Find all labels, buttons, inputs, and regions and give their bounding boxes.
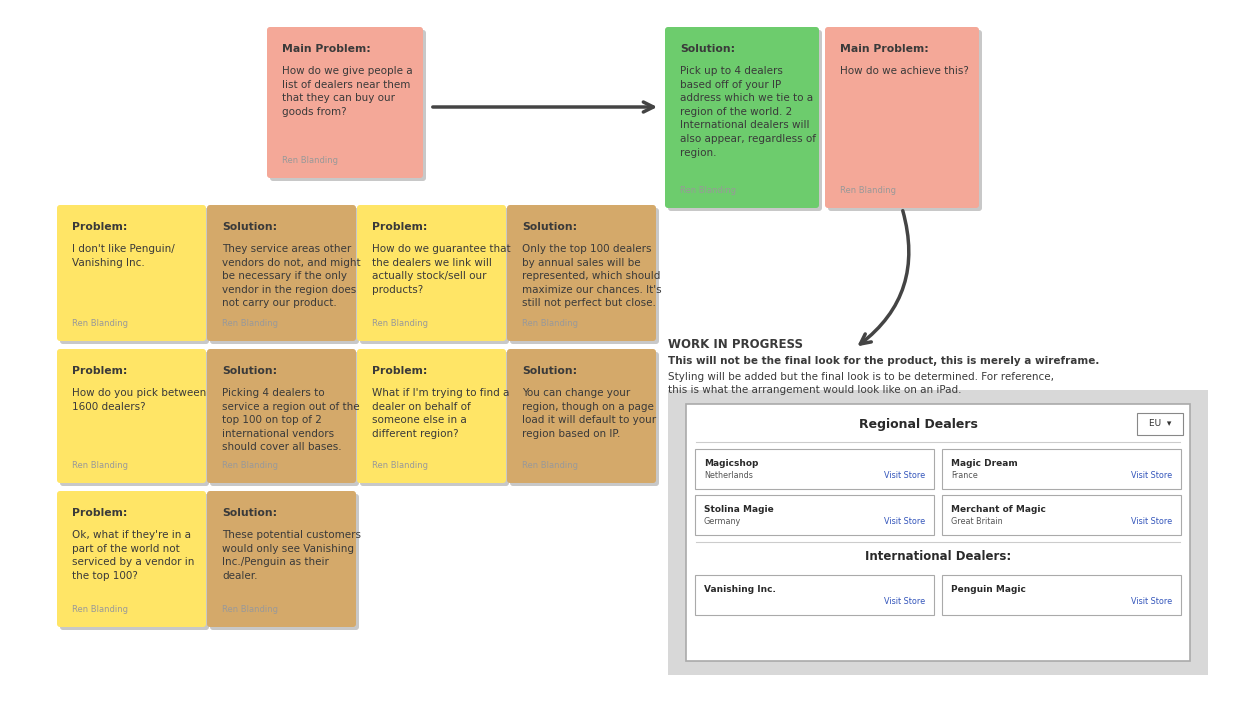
FancyBboxPatch shape [267, 27, 423, 178]
FancyBboxPatch shape [357, 205, 506, 341]
Text: Ren Blanding: Ren Blanding [221, 461, 277, 470]
Text: Solution:: Solution: [221, 222, 277, 232]
Text: Only the top 100 dealers
by annual sales will be
represented, which should
maxim: Only the top 100 dealers by annual sales… [522, 244, 662, 309]
FancyBboxPatch shape [508, 205, 656, 341]
Text: Regional Dealers: Regional Dealers [858, 418, 978, 431]
Text: What if I'm trying to find a
dealer on behalf of
someone else in a
different reg: What if I'm trying to find a dealer on b… [372, 388, 509, 439]
FancyBboxPatch shape [825, 27, 979, 208]
Text: Ren Blanding: Ren Blanding [221, 319, 277, 328]
FancyBboxPatch shape [685, 404, 1191, 661]
Text: Ren Blanding: Ren Blanding [522, 319, 578, 328]
Text: Problem:: Problem: [372, 366, 428, 376]
Text: Solution:: Solution: [221, 366, 277, 376]
Text: Ren Blanding: Ren Blanding [522, 461, 578, 470]
Text: Pick up to 4 dealers
based off of your IP
address which we tie to a
region of th: Pick up to 4 dealers based off of your I… [680, 66, 816, 158]
FancyBboxPatch shape [210, 208, 360, 344]
FancyBboxPatch shape [60, 352, 209, 486]
Text: Main Problem:: Main Problem: [840, 44, 929, 54]
Text: Problem:: Problem: [72, 222, 127, 232]
FancyBboxPatch shape [60, 208, 209, 344]
Text: Picking 4 dealers to
service a region out of the
top 100 on top of 2
internation: Picking 4 dealers to service a region ou… [221, 388, 360, 452]
Text: Ren Blanding: Ren Blanding [72, 319, 128, 328]
Text: Solution:: Solution: [522, 366, 577, 376]
FancyBboxPatch shape [270, 30, 425, 181]
Text: Problem:: Problem: [372, 222, 428, 232]
Text: Visit Store: Visit Store [1131, 597, 1172, 606]
FancyBboxPatch shape [210, 494, 360, 630]
Text: Ren Blanding: Ren Blanding [282, 156, 338, 165]
Text: Stolina Magie: Stolina Magie [704, 505, 774, 514]
Text: Ren Blanding: Ren Blanding [372, 319, 428, 328]
Text: International Dealers:: International Dealers: [865, 550, 1011, 563]
FancyBboxPatch shape [668, 390, 1208, 675]
Text: Ren Blanding: Ren Blanding [221, 605, 277, 614]
Text: Vanishing Inc.: Vanishing Inc. [704, 585, 776, 594]
Text: EU  ▾: EU ▾ [1148, 419, 1171, 429]
FancyBboxPatch shape [829, 30, 982, 211]
Text: These potential customers
would only see Vanishing
Inc./Penguin as their
dealer.: These potential customers would only see… [221, 530, 361, 581]
Text: Visit Store: Visit Store [884, 597, 926, 606]
Text: Visit Store: Visit Store [884, 517, 926, 526]
Text: Solution:: Solution: [680, 44, 735, 54]
Text: Germany: Germany [704, 517, 741, 526]
FancyBboxPatch shape [360, 208, 509, 344]
Text: Ok, what if they're in a
part of the world not
serviced by a vendor in
the top 1: Ok, what if they're in a part of the wor… [72, 530, 194, 581]
Text: Ren Blanding: Ren Blanding [680, 186, 736, 195]
Text: WORK IN PROGRESS: WORK IN PROGRESS [668, 338, 802, 351]
Text: Visit Store: Visit Store [1131, 517, 1172, 526]
Text: Ren Blanding: Ren Blanding [840, 186, 896, 195]
FancyBboxPatch shape [668, 30, 822, 211]
Text: Great Britain: Great Britain [950, 517, 1003, 526]
FancyBboxPatch shape [57, 205, 207, 341]
Text: Magic Dream: Magic Dream [950, 459, 1018, 468]
FancyBboxPatch shape [360, 352, 509, 486]
FancyBboxPatch shape [666, 27, 819, 208]
FancyBboxPatch shape [510, 352, 659, 486]
Text: Ren Blanding: Ren Blanding [72, 461, 128, 470]
Text: How do we guarantee that
the dealers we link will
actually stock/sell our
produc: How do we guarantee that the dealers we … [372, 244, 510, 295]
Text: Ren Blanding: Ren Blanding [372, 461, 428, 470]
Text: Problem:: Problem: [72, 508, 127, 518]
FancyBboxPatch shape [695, 495, 934, 535]
Text: They service areas other
vendors do not, and might
be necessary if the only
vend: They service areas other vendors do not,… [221, 244, 361, 309]
Text: How do you pick between
1600 dealers?: How do you pick between 1600 dealers? [72, 388, 207, 412]
Text: Netherlands: Netherlands [704, 471, 753, 480]
Text: Solution:: Solution: [522, 222, 577, 232]
Text: You can change your
region, though on a page
load it will default to your
region: You can change your region, though on a … [522, 388, 656, 439]
Text: Penguin Magic: Penguin Magic [950, 585, 1026, 594]
FancyBboxPatch shape [695, 575, 934, 615]
FancyBboxPatch shape [207, 491, 356, 627]
FancyBboxPatch shape [207, 205, 356, 341]
Text: Merchant of Magic: Merchant of Magic [950, 505, 1046, 514]
FancyBboxPatch shape [207, 349, 356, 483]
FancyBboxPatch shape [695, 449, 934, 489]
FancyBboxPatch shape [57, 349, 207, 483]
FancyBboxPatch shape [942, 495, 1181, 535]
Text: How do we give people a
list of dealers near them
that they can buy our
goods fr: How do we give people a list of dealers … [282, 66, 413, 117]
Text: Problem:: Problem: [72, 366, 127, 376]
Text: Ren Blanding: Ren Blanding [72, 605, 128, 614]
FancyBboxPatch shape [1137, 413, 1183, 435]
Text: Styling will be added but the final look is to be determined. For reference,
thi: Styling will be added but the final look… [668, 372, 1054, 395]
Text: Main Problem:: Main Problem: [282, 44, 371, 54]
Text: France: France [950, 471, 978, 480]
Text: Magicshop: Magicshop [704, 459, 759, 468]
FancyBboxPatch shape [57, 491, 207, 627]
FancyBboxPatch shape [60, 494, 209, 630]
FancyBboxPatch shape [210, 352, 360, 486]
FancyBboxPatch shape [357, 349, 506, 483]
FancyBboxPatch shape [510, 208, 659, 344]
Text: Solution:: Solution: [221, 508, 277, 518]
Text: Visit Store: Visit Store [884, 471, 926, 480]
FancyBboxPatch shape [508, 349, 656, 483]
FancyBboxPatch shape [942, 575, 1181, 615]
Text: I don't like Penguin/
Vanishing Inc.: I don't like Penguin/ Vanishing Inc. [72, 244, 174, 267]
FancyBboxPatch shape [942, 449, 1181, 489]
Text: Visit Store: Visit Store [1131, 471, 1172, 480]
Text: This will not be the final look for the product, this is merely a wireframe.: This will not be the final look for the … [668, 356, 1100, 366]
Text: How do we achieve this?: How do we achieve this? [840, 66, 969, 76]
